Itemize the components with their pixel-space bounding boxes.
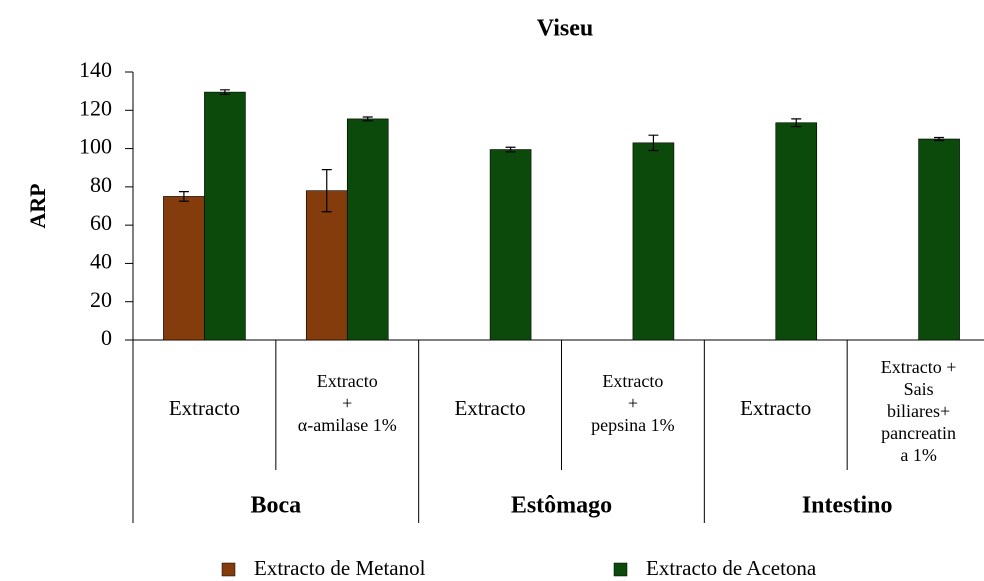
x-tick-label: Extracto	[602, 371, 663, 391]
error-bar	[648, 134, 659, 152]
legend-label: Extracto de Acetona	[646, 556, 817, 580]
chart-title: Viseu	[537, 16, 593, 42]
error-bar	[219, 89, 230, 95]
y-tick-label: 140	[79, 57, 112, 82]
y-tick-label: 80	[90, 172, 112, 197]
bar	[163, 196, 205, 341]
x-tick-label: Extracto	[317, 371, 378, 391]
x-tick-label: α-amilase 1%	[298, 415, 397, 435]
x-tick-label: pepsina 1%	[591, 415, 674, 435]
x-tick-label: biliares+	[887, 401, 950, 421]
x-tick-label: a 1%	[900, 445, 936, 465]
bar	[305, 190, 348, 341]
x-tick-label: +	[342, 393, 352, 413]
x-tick-label: Sais	[904, 379, 934, 399]
bar	[346, 118, 389, 341]
x-tick-label: Extracto	[169, 396, 240, 420]
group-label: Intestino	[802, 493, 893, 519]
legend-swatch	[221, 562, 236, 577]
x-tick-label: +	[628, 393, 638, 413]
y-axis-label: ARP	[25, 183, 50, 228]
error-bar	[321, 169, 332, 213]
legend-swatch	[613, 562, 628, 577]
bar	[775, 122, 818, 341]
bar	[204, 91, 246, 341]
error-bar	[362, 116, 373, 122]
group-label: Estômago	[511, 493, 612, 519]
error-bar	[791, 118, 802, 128]
y-tick-label: 40	[90, 248, 112, 273]
y-tick-label: 120	[79, 95, 112, 120]
y-tick-label: 20	[90, 287, 112, 312]
bar	[632, 142, 675, 341]
error-bar	[505, 146, 516, 153]
error-bar	[934, 136, 945, 142]
bar	[489, 149, 532, 341]
x-tick-label: Extracto	[740, 396, 811, 420]
legend-label: Extracto de Metanol	[254, 556, 426, 580]
bar	[918, 138, 960, 341]
x-tick-label: pancreatin	[881, 423, 956, 443]
error-bar	[178, 191, 189, 202]
group-label: Boca	[250, 493, 301, 519]
x-tick-label: Extracto	[455, 396, 526, 420]
y-tick-label: 0	[101, 325, 112, 350]
x-tick-label: Extracto +	[881, 357, 957, 377]
y-tick-label: 60	[90, 210, 112, 235]
y-tick-label: 100	[79, 134, 112, 159]
